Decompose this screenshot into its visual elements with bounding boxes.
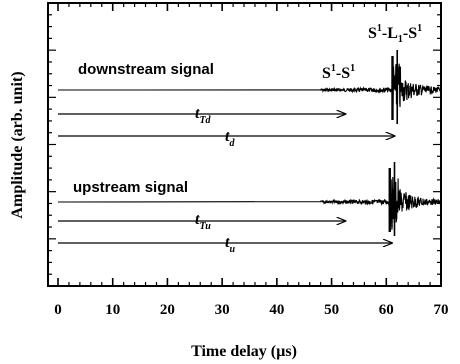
x-axis-tick-labels: 0 10 20 30 40 50 60 70 xyxy=(54,302,448,318)
signal-trace xyxy=(57,63,442,113)
x-tick-label: 60 xyxy=(379,302,394,318)
x-tick-label: 30 xyxy=(215,302,230,318)
s1-s1-label: S1-S1 xyxy=(322,63,355,82)
t-tu-label: tTu xyxy=(195,211,211,232)
signal-trace xyxy=(57,176,441,230)
signal-traces xyxy=(57,50,442,236)
t-d-label: td xyxy=(225,128,235,149)
y-axis-ticks xyxy=(48,14,441,275)
x-tick-label: 50 xyxy=(324,302,339,318)
x-tick-label: 70 xyxy=(434,302,449,318)
x-axis-title: Time delay (µs) xyxy=(191,343,297,360)
downstream-signal-label: downstream signal xyxy=(78,61,214,78)
x-tick-label: 40 xyxy=(269,302,284,318)
x-axis-ticks xyxy=(57,3,442,286)
t-td-label: tTd xyxy=(195,105,212,126)
upstream-signal-label: upstream signal xyxy=(73,179,188,196)
t-u-label: tu xyxy=(225,234,235,255)
y-axis-title: Amplitude (arb. unit) xyxy=(9,71,26,218)
time-arrows xyxy=(58,114,394,243)
x-tick-label: 10 xyxy=(105,302,120,318)
x-tick-label: 20 xyxy=(160,302,175,318)
x-tick-label: 0 xyxy=(54,302,62,318)
s1-l1-s1-label: S1-L1-S1 xyxy=(368,23,422,45)
